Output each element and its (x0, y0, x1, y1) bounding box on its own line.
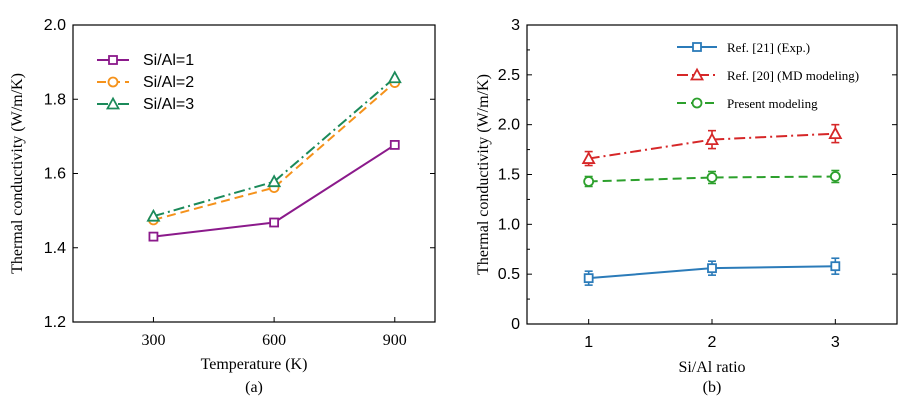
plot-frame (72, 24, 436, 323)
series-line (153, 81, 396, 221)
y-tick-label: 1.4 (44, 240, 66, 257)
legend-entry: Si/Al=3 (97, 96, 194, 113)
y-tick-label: 0.5 (498, 266, 520, 283)
panel-label: (b) (703, 379, 722, 396)
data-point (267, 174, 282, 188)
x-axis-label: Si/Al ratio (678, 359, 745, 376)
x-tick-label: 900 (383, 332, 407, 349)
series-3 (583, 169, 841, 188)
legend-marker (689, 67, 705, 81)
legend-entry: Ref. [21] (Exp.) (677, 40, 810, 55)
y-tick-label: 1.6 (44, 166, 66, 183)
data-point (828, 126, 843, 140)
data-point (830, 261, 841, 272)
x-tick-label: 1 (584, 334, 593, 351)
y-tick-label: 2.0 (44, 17, 66, 34)
y-tick-label: 1.8 (44, 91, 66, 108)
y-tick-label: 1.0 (498, 216, 520, 233)
legend-entry: Present modeling (677, 96, 818, 111)
data-point (581, 151, 596, 164)
data-point (269, 217, 280, 228)
data-point (148, 231, 159, 242)
y-tick-label: 0 (511, 316, 520, 333)
legend-label: Si/Al=1 (143, 52, 194, 69)
y-tick-label: 2.5 (498, 67, 520, 84)
data-point (387, 70, 402, 84)
data-point (583, 273, 594, 284)
data-point (706, 172, 718, 183)
series-3 (146, 70, 402, 222)
data-point (704, 132, 720, 146)
legend-label: Si/Al=2 (143, 74, 194, 91)
x-tick-label: 2 (708, 334, 717, 351)
series-1 (148, 140, 400, 242)
data-point (829, 171, 841, 182)
legend-label: Present modeling (727, 96, 818, 111)
legend-marker (692, 42, 702, 52)
legend-entry: Si/Al=2 (97, 74, 194, 91)
legend-label: Si/Al=3 (143, 96, 194, 113)
legend-entry: Ref. [20] (MD modeling) (677, 67, 859, 83)
legend-marker (107, 76, 119, 88)
legend-marker (691, 97, 703, 109)
chart-panel-2: 0 0.5 1.0 1.5 2.0 2.5 3 1 2 3 Thermal conductivity… (475, 17, 898, 396)
legend-label: Ref. [21] (Exp.) (727, 40, 810, 55)
y-tick-label: 1.5 (498, 167, 520, 184)
data-point (707, 263, 717, 274)
y-tick-label: 1.2 (44, 314, 66, 331)
legend-entry: Si/Al=1 (97, 52, 194, 69)
x-tick-label: 300 (141, 332, 165, 349)
x-tick-label: 3 (831, 334, 840, 351)
x-axis-label: Temperature (K) (201, 356, 308, 373)
y-axis-label: Thermal conductivity (W/m/K) (475, 74, 492, 275)
panel-label: (a) (245, 379, 263, 396)
series-2 (581, 123, 843, 167)
legend-marker (108, 55, 118, 65)
y-tick-label: 2.0 (498, 117, 520, 134)
x-tick-label: 600 (262, 332, 286, 349)
y-axis-label: Thermal conductivity (W/m/K) (9, 73, 26, 274)
series-1 (583, 257, 841, 286)
data-point (389, 140, 400, 150)
series-line (153, 76, 396, 218)
y-tick-label: 3 (511, 17, 520, 34)
data-point (583, 176, 595, 187)
chart-panel-1: 1.2 1.4 1.6 1.8 2.0 300 600 900 Thermal conducti… (9, 17, 436, 396)
data-point (146, 208, 161, 222)
legend-marker (105, 96, 121, 110)
legend-label: Ref. [20] (MD modeling) (727, 68, 859, 83)
